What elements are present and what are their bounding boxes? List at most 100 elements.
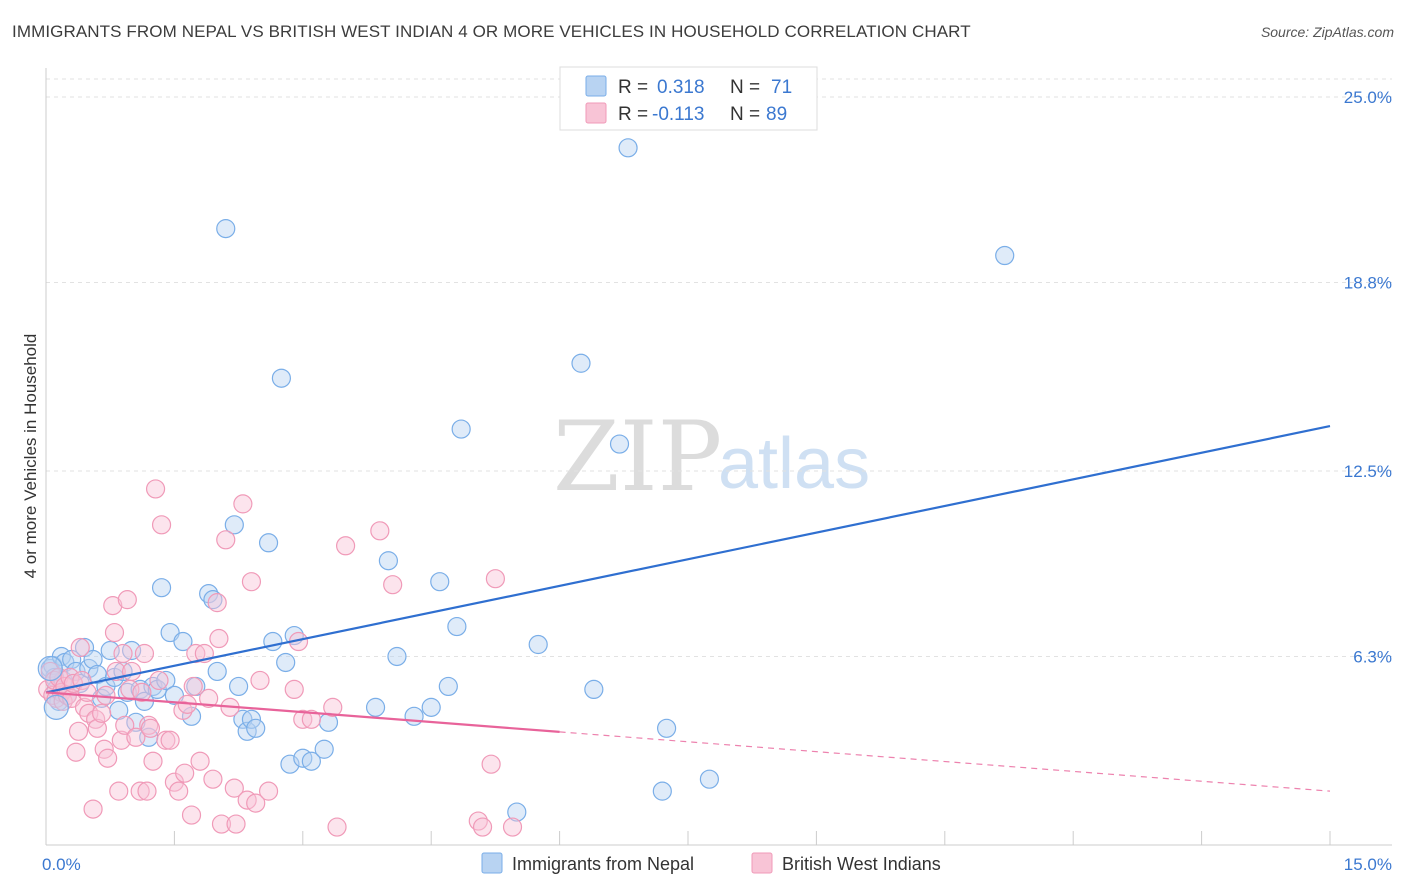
point-nepal-75 bbox=[995, 245, 1015, 266]
point-nepal-57 bbox=[365, 697, 386, 717]
x-tick-label-0: 0.0% bbox=[42, 855, 81, 874]
point-bwi-64 bbox=[211, 814, 232, 834]
point-bwi-78 bbox=[301, 709, 321, 729]
y-tick-label-0: 6.3% bbox=[1353, 647, 1392, 666]
point-nepal-65 bbox=[451, 419, 471, 439]
point-nepal-cluster-b bbox=[43, 694, 69, 720]
point-nepal-60 bbox=[404, 706, 424, 726]
point-bwi-27 bbox=[103, 596, 123, 616]
gridlines bbox=[46, 78, 1392, 657]
point-bwi-25 bbox=[96, 685, 116, 705]
y-tick-labels: 6.3% 12.5% 18.8% 25.0% bbox=[1344, 88, 1392, 667]
chart-source: Source: ZipAtlas.com bbox=[1260, 24, 1394, 40]
bottom-legend-swatch-bwi bbox=[751, 852, 773, 874]
point-bwi-37 bbox=[126, 727, 146, 747]
point-bwi-71 bbox=[241, 572, 262, 592]
point-bwi-56 bbox=[183, 676, 203, 697]
point-bwi-75 bbox=[284, 679, 304, 700]
point-bwi-38 bbox=[130, 781, 150, 801]
point-bwi-53 bbox=[175, 763, 195, 783]
chart-title: IMMIGRANTS FROM NEPAL VS BRITISH WEST IN… bbox=[12, 22, 971, 41]
data-points bbox=[37, 138, 1015, 837]
point-bwi-51 bbox=[169, 781, 189, 801]
point-nepal-61 bbox=[421, 697, 441, 717]
point-nepal-74 bbox=[699, 769, 720, 789]
point-nepal-39 bbox=[207, 661, 227, 682]
point-bwi-43 bbox=[140, 718, 161, 738]
point-bwi-34 bbox=[117, 590, 137, 610]
legend-n-label-nepal: N = bbox=[730, 77, 760, 98]
point-bwi-80 bbox=[327, 817, 347, 837]
point-bwi-41 bbox=[137, 781, 157, 801]
x-tick-label-1: 15.0% bbox=[1344, 855, 1392, 874]
point-bwi-74 bbox=[258, 781, 279, 801]
point-bwi-33 bbox=[115, 715, 135, 735]
point-nepal-62 bbox=[430, 572, 450, 592]
point-nepal-66 bbox=[507, 802, 527, 822]
point-bwi-65 bbox=[216, 530, 236, 550]
point-bwi-68 bbox=[226, 814, 246, 834]
point-bwi-83 bbox=[383, 575, 403, 595]
point-nepal-46 bbox=[246, 718, 266, 738]
point-bwi-69 bbox=[233, 494, 253, 514]
y-tick-label-2: 18.8% bbox=[1344, 273, 1392, 292]
point-bwi-32 bbox=[113, 643, 133, 664]
point-bwi-62 bbox=[207, 593, 227, 613]
legend-swatch-bwi bbox=[585, 102, 607, 124]
legend: R = 0.318 N = 71 R = -0.113 N = 89 bbox=[559, 66, 818, 131]
point-nepal-48 bbox=[263, 631, 283, 652]
point-nepal-30 bbox=[151, 578, 172, 598]
legend-r-label-nepal: R = bbox=[618, 77, 648, 98]
point-nepal-58 bbox=[378, 551, 398, 571]
point-nepal-72 bbox=[652, 781, 672, 801]
axes bbox=[45, 68, 1392, 846]
point-nepal-34 bbox=[173, 631, 193, 652]
point-bwi-42 bbox=[139, 715, 159, 735]
point-nepal-50 bbox=[276, 652, 296, 673]
point-nepal-69 bbox=[584, 679, 604, 700]
point-nepal-55 bbox=[314, 739, 334, 759]
point-bwi-26 bbox=[98, 748, 118, 768]
point-bwi-79 bbox=[323, 697, 343, 717]
point-bwi-60 bbox=[199, 688, 219, 708]
legend-r-label-bwi: R = bbox=[618, 104, 648, 125]
point-nepal-31 bbox=[156, 670, 176, 691]
point-nepal-49 bbox=[271, 368, 291, 388]
point-bwi-20 bbox=[83, 799, 103, 819]
point-bwi-67 bbox=[224, 778, 244, 798]
point-bwi-73 bbox=[250, 670, 270, 691]
point-bwi-22 bbox=[87, 718, 107, 738]
legend-n-label-bwi: N = bbox=[730, 104, 760, 125]
point-bwi-82 bbox=[370, 521, 390, 541]
point-nepal-59 bbox=[387, 646, 407, 667]
point-bwi-61 bbox=[203, 769, 223, 789]
point-bwi-23 bbox=[92, 703, 112, 723]
point-bwi-47 bbox=[151, 515, 172, 535]
point-nepal-cluster-a bbox=[37, 655, 63, 682]
point-bwi-15 bbox=[70, 637, 90, 658]
point-bwi-86 bbox=[481, 754, 501, 774]
point-nepal-71 bbox=[618, 138, 638, 158]
y-tick-label-1: 12.5% bbox=[1344, 462, 1392, 481]
point-nepal-40 bbox=[216, 219, 236, 239]
point-bwi-81 bbox=[336, 536, 356, 556]
point-bwi-58 bbox=[190, 751, 210, 771]
point-bwi-48 bbox=[156, 730, 176, 750]
point-bwi-88 bbox=[502, 817, 523, 837]
point-bwi-44 bbox=[143, 751, 163, 771]
trend-line-bwi bbox=[45, 691, 560, 733]
x-tick-labels: 0.0% 15.0% bbox=[42, 855, 1392, 874]
bottom-legend-label-nepal: Immigrants from Nepal bbox=[512, 854, 694, 874]
point-bwi-87 bbox=[485, 569, 505, 589]
point-bwi-40 bbox=[134, 643, 155, 664]
point-bwi-13 bbox=[66, 742, 86, 762]
point-nepal-70 bbox=[609, 434, 630, 454]
point-nepal-63 bbox=[438, 676, 458, 697]
point-bwi-46 bbox=[149, 670, 169, 691]
point-nepal-64 bbox=[447, 616, 467, 637]
legend-n-value-nepal: 71 bbox=[771, 77, 792, 98]
legend-r-value-nepal: 0.318 bbox=[657, 77, 705, 98]
point-bwi-45 bbox=[145, 479, 166, 499]
point-bwi-49 bbox=[160, 730, 180, 750]
